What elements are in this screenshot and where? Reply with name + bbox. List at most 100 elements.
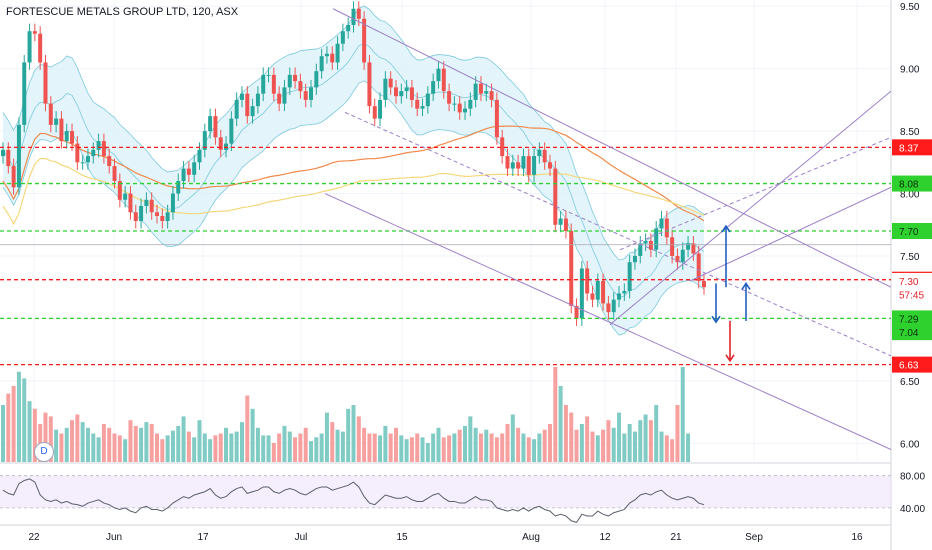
candle-body (1, 149, 5, 157)
volume-bar (574, 429, 579, 462)
volume-bar (473, 427, 478, 462)
candle-body (335, 43, 340, 63)
volume-bar (388, 433, 393, 462)
candle-body (181, 168, 186, 182)
volume-bar (367, 433, 372, 462)
candle-body (261, 74, 266, 94)
volume-bar (643, 414, 648, 462)
volume-bar (521, 433, 526, 462)
candle-body (590, 293, 595, 300)
volume-bar (500, 433, 505, 462)
candle-body (595, 280, 600, 300)
candle-body (149, 199, 154, 213)
candle-body (239, 93, 244, 100)
volume-bar (32, 408, 37, 462)
volume-bar (91, 433, 96, 462)
volume-bar (101, 424, 106, 462)
candle-body (532, 156, 537, 175)
volume-bar (654, 405, 659, 462)
volume-bar (309, 441, 314, 462)
candle-body (670, 237, 675, 256)
volume-bar (579, 424, 584, 462)
volume-bar (489, 433, 494, 462)
volume-bar (659, 431, 664, 462)
volume-bar (351, 405, 356, 462)
volume-bar (648, 420, 653, 462)
candle-body (186, 168, 191, 175)
level-label: 6.63 (899, 361, 919, 372)
candle-body (314, 71, 319, 88)
x-tick-label: 22 (28, 532, 40, 543)
trend-channel-line (324, 193, 892, 450)
candle-body (393, 87, 398, 97)
candle-body (696, 253, 701, 281)
volume-bar (378, 435, 383, 462)
volume-bar (537, 433, 542, 462)
candle-body (463, 108, 468, 113)
volume-bar (261, 435, 266, 462)
candle-body (96, 141, 101, 150)
volume-bar (478, 433, 483, 462)
candle-body (298, 81, 303, 92)
candle-body (537, 149, 542, 157)
projection-arrow-head (721, 224, 731, 233)
candle-body (16, 124, 21, 188)
volume-bar (224, 427, 229, 462)
volume-bar (686, 433, 691, 462)
volume-bar (606, 420, 611, 462)
volume-bar (526, 437, 531, 462)
candle-body (638, 243, 643, 256)
daily-badge[interactable]: D (34, 442, 54, 462)
candle-body (165, 212, 170, 222)
candle-body (144, 199, 149, 207)
support-marker: 7.04 (899, 328, 919, 339)
candle-body (399, 91, 404, 97)
candle-body (574, 305, 579, 319)
level-label: 8.37 (899, 143, 919, 154)
candle-body (75, 143, 80, 163)
volume-bar (80, 422, 85, 462)
volume-bar (420, 437, 425, 462)
candle-body (425, 93, 430, 107)
x-tick-label: 17 (197, 532, 209, 543)
y-tick-label: 9.00 (900, 65, 920, 76)
candle-body (112, 166, 117, 182)
candle-body (505, 156, 510, 169)
volume-bar (441, 437, 446, 462)
volume-bar (330, 422, 335, 462)
volume-bar (43, 412, 48, 462)
volume-bar (208, 439, 213, 462)
volume-bar (54, 429, 59, 462)
volume-bar (149, 424, 154, 462)
candle-body (160, 216, 165, 222)
candle-body (59, 118, 64, 142)
volume-bar (601, 429, 606, 462)
candle-body (691, 243, 696, 254)
candle-body (330, 53, 335, 63)
volume-bar (229, 433, 234, 462)
last-price-marker: 7.30 (899, 277, 919, 288)
level-label: 7.29 (899, 314, 919, 325)
candle-body (128, 193, 133, 213)
y-tick-label: 8.00 (900, 190, 920, 201)
volume-bar (239, 422, 244, 462)
candle-body (622, 290, 627, 294)
volume-bar (319, 433, 324, 462)
candle-body (197, 149, 202, 163)
candle-body (627, 262, 632, 291)
volume-bar (457, 429, 462, 462)
candle-body (420, 106, 425, 109)
candle-body (277, 93, 282, 104)
candle-body (409, 87, 414, 100)
volume-bar (558, 386, 563, 462)
volume-bar (415, 433, 420, 462)
candle-body (176, 181, 181, 194)
candle-body (606, 303, 611, 313)
volume-bar (139, 427, 144, 462)
bar-countdown-bg (892, 286, 932, 303)
candle-body (654, 228, 659, 250)
candle-body (383, 78, 388, 100)
y-tick-label: 6.00 (900, 439, 920, 450)
trend-channel-line (332, 8, 892, 288)
